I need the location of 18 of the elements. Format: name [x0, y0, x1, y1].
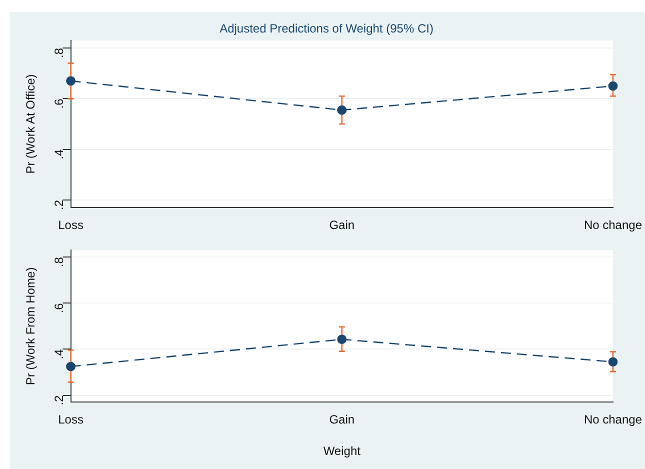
x-axis-title: Weight [323, 444, 362, 458]
x-tick-label: Gain [329, 412, 355, 427]
x-tick-label: Gain [329, 218, 355, 232]
y-tick-label: .4 [52, 149, 66, 160]
chart-title: Adjusted Predictions of Weight (95% CI) [220, 22, 434, 36]
y-axis-title: Pr (Work From Home) [24, 267, 38, 386]
x-tick-label: Loss [58, 218, 84, 232]
x-tick-label: No change [584, 218, 642, 232]
y-tick-label: .2 [52, 200, 66, 210]
y-tick-label: .4 [52, 348, 66, 360]
y-tick-label: .6 [52, 98, 66, 109]
y-axis-title: Pr (Work At Office) [24, 74, 38, 174]
x-tick-label: No change [584, 412, 642, 427]
y-tick-label: .2 [52, 394, 66, 406]
y-tick-label: .8 [52, 256, 66, 268]
y-tick-label: .6 [52, 302, 66, 314]
y-tick-label: .8 [52, 48, 66, 58]
x-tick-label: Loss [58, 412, 84, 427]
